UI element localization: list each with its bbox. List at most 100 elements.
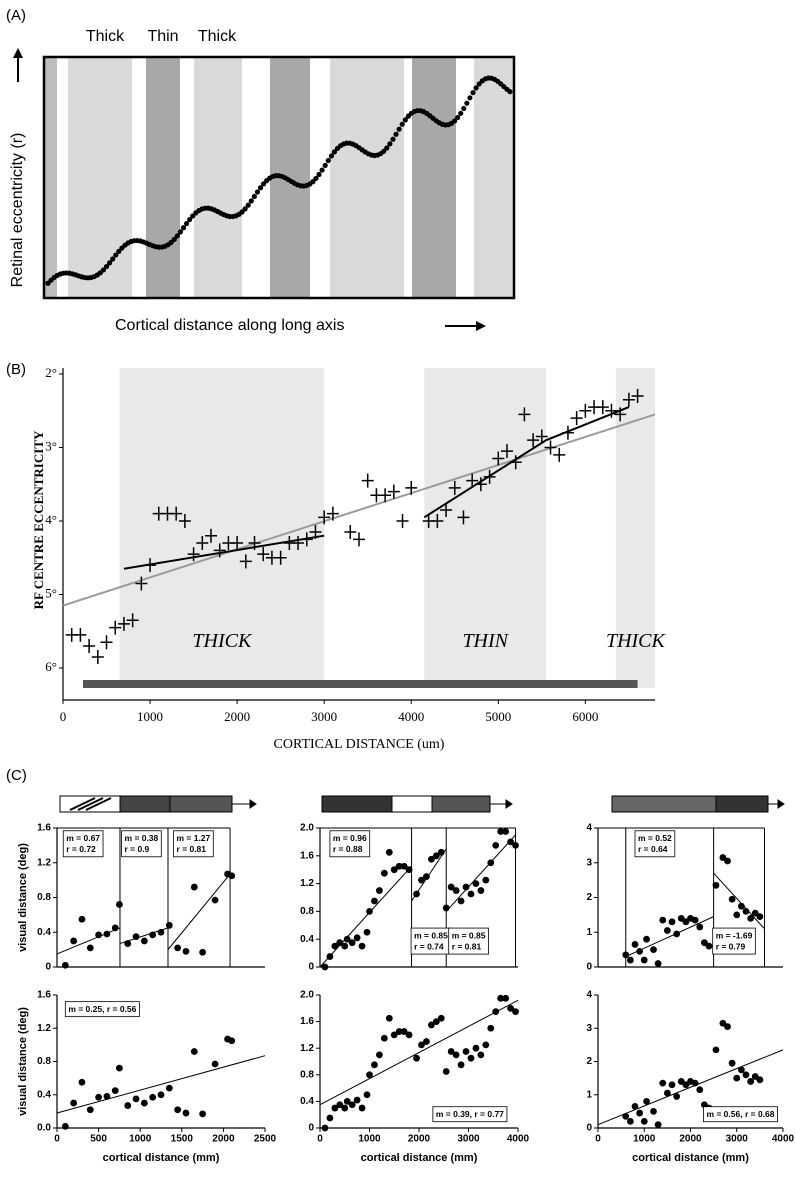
point	[87, 944, 94, 951]
point	[87, 1106, 94, 1113]
y-tick-label: 0.8	[37, 1056, 51, 1067]
point	[747, 1078, 754, 1085]
point	[166, 1085, 173, 1092]
point	[458, 1061, 465, 1068]
point	[655, 960, 662, 967]
x-tick-label: 0	[595, 1134, 601, 1145]
figure: (A) (B) (C) Thick Thin Thick Retinal ecc…	[0, 0, 795, 1177]
curve-dot	[397, 127, 402, 132]
point	[381, 1035, 388, 1042]
point	[492, 1008, 499, 1015]
point	[473, 1045, 480, 1052]
point	[650, 946, 657, 953]
point	[636, 948, 643, 955]
point	[706, 943, 713, 950]
stripe-label: Thick	[198, 28, 237, 45]
point	[622, 1113, 629, 1120]
y-tick-label: 2	[586, 892, 592, 903]
point	[650, 1108, 657, 1115]
cortical-strips	[60, 796, 784, 812]
point	[643, 1098, 650, 1105]
point	[344, 525, 356, 539]
point	[322, 964, 329, 971]
y-tick-label: 0.4	[300, 1096, 314, 1107]
rug	[83, 680, 638, 688]
x-axis-label: cortical distance (mm)	[632, 1152, 749, 1164]
x-tick-label: 3000	[311, 709, 337, 724]
x-axis-label: CORTICAL DISTANCE (um)	[274, 737, 445, 752]
point	[713, 1046, 720, 1053]
point	[636, 1110, 643, 1117]
point	[756, 913, 763, 920]
point	[95, 931, 102, 938]
curve-dot	[178, 229, 183, 234]
stripe-label: Thick	[86, 28, 125, 45]
point	[79, 1079, 86, 1086]
x-tick-label: 2000	[408, 1134, 431, 1145]
point	[353, 532, 365, 546]
annotation-text: m = 0.25, r = 0.56	[68, 1004, 136, 1014]
point	[733, 1075, 740, 1082]
point	[341, 1105, 348, 1112]
x-tick-label: 2000	[224, 709, 250, 724]
point	[141, 1100, 148, 1107]
y-axis-label: Retinal eccentricity (r)	[9, 133, 26, 288]
annotation: m = 0.85r = 0.81	[449, 928, 489, 954]
point	[659, 917, 666, 924]
point	[632, 1103, 639, 1110]
point	[199, 1110, 206, 1117]
point	[112, 925, 119, 932]
curve-dot	[320, 167, 325, 172]
point	[199, 949, 206, 956]
point	[149, 1094, 156, 1101]
point	[641, 957, 648, 964]
point	[327, 953, 334, 960]
point	[673, 931, 680, 938]
point	[453, 1051, 460, 1058]
annotation-text: m = 1.27	[176, 833, 210, 843]
y-tick-label: 2.0	[300, 990, 314, 1001]
point	[397, 514, 409, 528]
annotation-text: r = 0.81	[176, 844, 206, 854]
point	[354, 1097, 361, 1104]
arrow-head	[13, 48, 23, 58]
point	[133, 1096, 140, 1103]
curve-dot	[181, 225, 186, 230]
point	[364, 1091, 371, 1098]
point	[562, 426, 574, 440]
x-tick-label: 1500	[171, 1134, 194, 1145]
point	[341, 943, 348, 950]
point	[468, 891, 475, 898]
point	[376, 1051, 383, 1058]
curve-dot	[255, 189, 260, 194]
point	[713, 882, 720, 889]
point	[729, 896, 736, 903]
point	[738, 1066, 745, 1073]
point	[696, 924, 703, 931]
y-axis-label: RF CENTRE ECCENTRICITY	[31, 430, 46, 609]
point	[696, 1086, 703, 1093]
y-tick-label: 1.2	[300, 878, 314, 889]
x-axis-label: Cortical distance along long axis	[115, 317, 344, 334]
y-tick-label: 1.6	[37, 823, 51, 834]
point	[212, 1061, 219, 1068]
point	[349, 1101, 356, 1108]
y-axis-label: visual distance (deg)	[17, 1007, 29, 1116]
curve-dot	[246, 203, 251, 208]
point	[655, 1121, 662, 1128]
point	[349, 939, 356, 946]
x-axis-label: cortical distance (mm)	[103, 1152, 220, 1164]
fit-line	[320, 866, 412, 967]
annotation-text: r = 0.81	[452, 941, 482, 951]
curve-dot	[455, 115, 460, 120]
point	[406, 866, 413, 873]
point	[733, 911, 740, 918]
annotation-text: r = 0.79	[716, 941, 746, 951]
point	[724, 1023, 731, 1030]
y-tick-label: 1.2	[37, 1023, 51, 1034]
point	[423, 1038, 430, 1045]
point	[174, 944, 181, 951]
annotation: m = -1.69r = 0.79	[713, 928, 756, 954]
point	[191, 1048, 198, 1055]
x-tick-label: 3000	[457, 1134, 480, 1145]
